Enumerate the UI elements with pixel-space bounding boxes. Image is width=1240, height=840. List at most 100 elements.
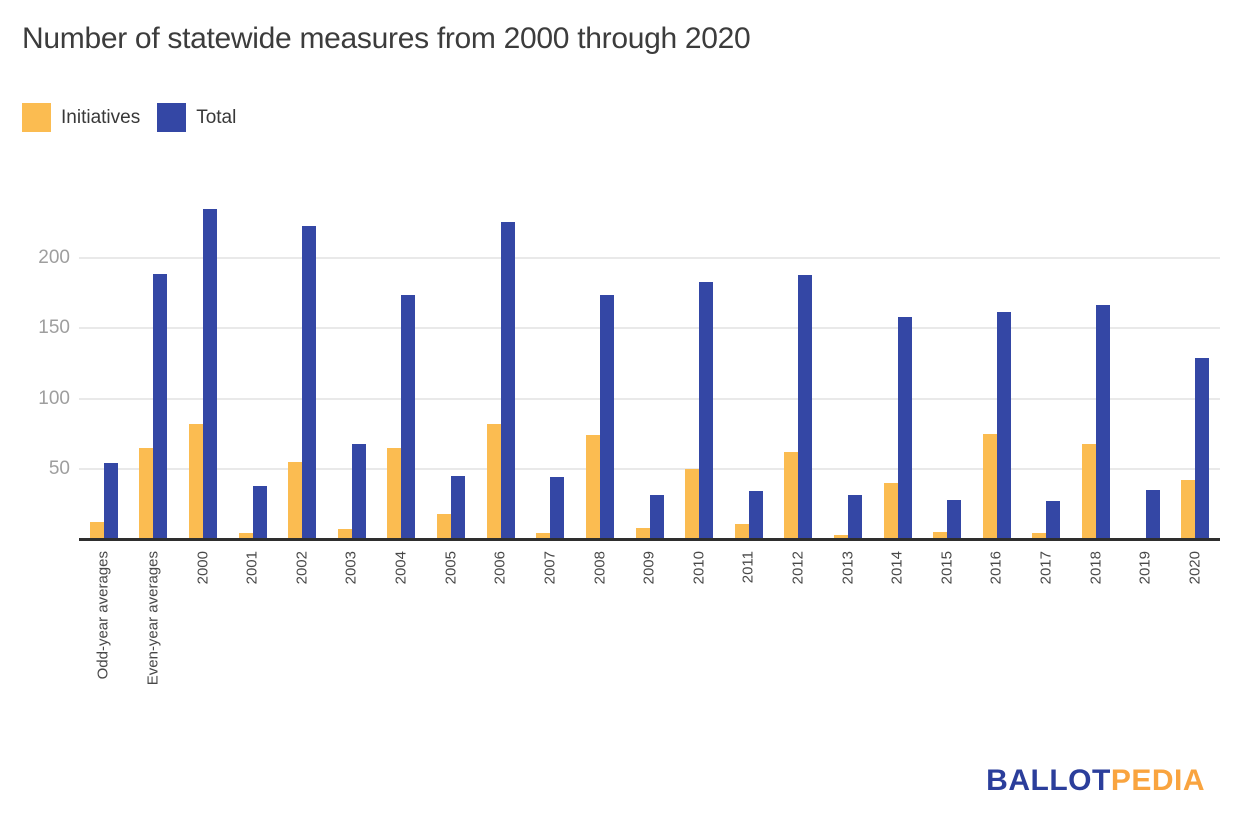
x-axis-tick-label: 2009	[640, 551, 658, 585]
bar-initiatives-2008[interactable]	[585, 435, 600, 539]
x-axis-tick-label: 2003	[342, 551, 360, 585]
logo-text-pedia: PEDIA	[1110, 764, 1205, 797]
x-axis-tick-label: 2020	[1186, 551, 1204, 585]
logo-text-ballot: BALLOT	[986, 764, 1111, 797]
bar-total-2017[interactable]	[1046, 501, 1061, 539]
bar-total-2001[interactable]	[252, 486, 267, 539]
bar-total-2012[interactable]	[798, 275, 813, 539]
initiatives-swatch-icon	[22, 103, 51, 132]
bar-initiatives-even-year-averages[interactable]	[139, 448, 154, 539]
x-axis-tick-label: 2013	[838, 551, 856, 585]
bar-total-2015[interactable]	[947, 500, 962, 539]
bar-total-2003[interactable]	[351, 444, 366, 539]
bar-initiatives-2009[interactable]	[635, 528, 650, 539]
x-axis-line	[79, 538, 1220, 541]
bar-total-2010[interactable]	[699, 282, 714, 539]
gridline-150	[79, 327, 1220, 329]
y-axis-tick-label: 150	[38, 317, 70, 338]
bar-initiatives-2015[interactable]	[933, 532, 948, 539]
x-axis-tick-label: 2012	[789, 551, 807, 585]
bar-group-2001	[228, 189, 278, 539]
bar-total-2005[interactable]	[451, 476, 466, 539]
bar-initiatives-2020[interactable]	[1181, 480, 1196, 539]
y-axis-tick-label: 100	[38, 388, 70, 409]
bar-group-2012	[774, 189, 824, 539]
bar-group-2008	[575, 189, 625, 539]
bar-group-2005	[426, 189, 476, 539]
x-axis-tick-label: 2010	[690, 551, 708, 585]
bar-initiatives-2007[interactable]	[536, 533, 551, 539]
x-axis-tick-label: 2004	[392, 551, 410, 585]
x-axis-tick-label: 2006	[491, 551, 509, 585]
bar-total-2019[interactable]	[1145, 490, 1160, 539]
bar-group-2013	[823, 189, 873, 539]
bar-total-2004[interactable]	[401, 295, 416, 539]
x-axis-tick-label: 2017	[1037, 551, 1055, 585]
bar-initiatives-2006[interactable]	[486, 424, 501, 539]
legend: Initiatives Total	[22, 103, 236, 132]
bar-initiatives-2018[interactable]	[1081, 444, 1096, 539]
bar-group-2004	[377, 189, 427, 539]
bar-initiatives-2013[interactable]	[833, 535, 848, 539]
x-axis-tick-label: 2015	[938, 551, 956, 585]
bar-group-2020	[1170, 189, 1220, 539]
bar-group-2003	[327, 189, 377, 539]
bar-group-2010	[674, 189, 724, 539]
bar-initiatives-2010[interactable]	[685, 469, 700, 539]
y-axis-tick-label: 200	[38, 247, 70, 268]
bar-total-2014[interactable]	[897, 317, 912, 539]
bar-initiatives-2017[interactable]	[1032, 533, 1047, 539]
bar-total-2000[interactable]	[203, 209, 218, 539]
bar-total-2006[interactable]	[500, 222, 515, 539]
bar-total-2009[interactable]	[649, 495, 664, 539]
x-axis-tick-label: 2014	[888, 551, 906, 585]
x-axis-tick-label: 2011	[739, 551, 757, 584]
ballotpedia-logo[interactable]: BALLOTPEDIA	[986, 764, 1205, 798]
total-swatch-icon	[157, 103, 187, 132]
bar-initiatives-2004[interactable]	[387, 448, 402, 539]
bar-total-2018[interactable]	[1095, 305, 1110, 539]
bar-total-2016[interactable]	[996, 312, 1011, 539]
bar-total-odd-year-averages[interactable]	[103, 463, 118, 539]
x-axis-tick-label: 2016	[987, 551, 1005, 585]
legend-label-initiatives: Initiatives	[61, 106, 141, 128]
bar-initiatives-2005[interactable]	[437, 514, 452, 539]
legend-label-total: Total	[196, 106, 237, 128]
legend-item-total[interactable]: Total	[157, 103, 236, 132]
bar-total-2008[interactable]	[599, 295, 614, 539]
x-axis-tick-label: 2007	[541, 551, 559, 585]
legend-item-initiatives[interactable]: Initiatives	[22, 103, 140, 132]
x-axis-tick-label: 2018	[1086, 551, 1104, 585]
bar-group-2007	[525, 189, 575, 539]
y-axis-tick-label: 50	[48, 458, 70, 479]
gridline-200	[79, 257, 1220, 259]
chart-title: Number of statewide measures from 2000 t…	[22, 22, 751, 55]
bar-total-2020[interactable]	[1195, 358, 1210, 539]
bar-initiatives-2003[interactable]	[337, 529, 352, 539]
bar-total-2007[interactable]	[550, 477, 565, 539]
bar-group-2002	[277, 189, 327, 539]
bar-group-even-year-averages	[129, 189, 179, 539]
bar-total-2011[interactable]	[748, 491, 763, 539]
plot-area	[79, 189, 1220, 539]
bar-initiatives-2001[interactable]	[238, 533, 253, 539]
x-axis-tick-label: 2001	[243, 551, 261, 585]
bar-initiatives-2016[interactable]	[982, 434, 997, 539]
bar-initiatives-2012[interactable]	[784, 452, 799, 539]
bar-initiatives-odd-year-averages[interactable]	[89, 522, 104, 539]
bar-initiatives-2000[interactable]	[189, 424, 204, 539]
bar-group-2006	[476, 189, 526, 539]
bar-group-2019	[1121, 189, 1171, 539]
bar-total-2013[interactable]	[847, 495, 862, 539]
bar-initiatives-2014[interactable]	[883, 483, 898, 539]
bar-initiatives-2002[interactable]	[288, 462, 303, 539]
x-axis-tick-label: Odd-year averages	[94, 551, 112, 680]
bar-total-even-year-averages[interactable]	[153, 274, 168, 539]
bar-group-2017	[1022, 189, 1072, 539]
bar-initiatives-2011[interactable]	[734, 524, 749, 539]
bar-total-2002[interactable]	[302, 226, 317, 539]
bar-group-2018	[1071, 189, 1121, 539]
x-axis-tick-label: 2000	[194, 551, 212, 585]
bar-group-2016	[972, 189, 1022, 539]
